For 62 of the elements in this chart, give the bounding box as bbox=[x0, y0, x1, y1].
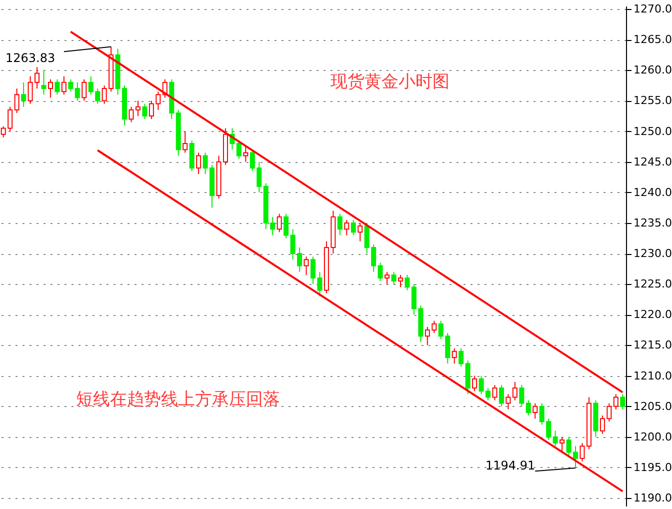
y-tick-label: 1240.0 bbox=[634, 186, 672, 199]
candlestick bbox=[243, 146, 248, 162]
candlestick bbox=[492, 384, 498, 401]
candlestick bbox=[54, 78, 60, 96]
candlestick bbox=[284, 213, 289, 239]
candlestick bbox=[41, 70, 46, 96]
y-tick-label: 1225.0 bbox=[634, 278, 672, 291]
y-tick-label: 1220.0 bbox=[634, 308, 672, 322]
candlestick bbox=[196, 152, 202, 175]
candlestick bbox=[142, 103, 148, 120]
candlestick bbox=[580, 442, 585, 462]
candlestick bbox=[620, 394, 626, 410]
candlestick bbox=[552, 430, 558, 447]
candlestick bbox=[236, 140, 242, 160]
candlestick bbox=[14, 88, 20, 114]
candlestick bbox=[398, 274, 404, 288]
annotation: 1194.91 bbox=[486, 458, 536, 473]
candlestick bbox=[378, 262, 383, 282]
candlestick bbox=[512, 381, 518, 401]
annotation: 短线在趋势线上方承压回落 bbox=[76, 390, 280, 410]
y-tick-label: 1195.0 bbox=[634, 460, 672, 474]
candlestick bbox=[506, 394, 511, 410]
y-tick-label: 1200.0 bbox=[634, 430, 672, 444]
candlestick bbox=[358, 222, 363, 242]
y-tick-label: 1230.0 bbox=[634, 247, 672, 260]
y-tick-label: 1255.0 bbox=[634, 94, 672, 108]
candlestick bbox=[337, 213, 342, 236]
y-tick-label: 1260.0 bbox=[634, 64, 672, 77]
candlestick bbox=[498, 384, 504, 407]
y-tick-label: 1270.0 bbox=[634, 2, 672, 16]
candlestick bbox=[82, 78, 87, 102]
y-tick-label: 1215.0 bbox=[634, 338, 672, 352]
y-tick-label: 1235.0 bbox=[634, 216, 672, 230]
candlestick bbox=[519, 384, 524, 407]
candlestick bbox=[404, 274, 410, 291]
candlestick bbox=[74, 82, 80, 102]
candlestick bbox=[384, 271, 390, 285]
candlestick bbox=[613, 394, 618, 410]
annotation: 1263.83 bbox=[5, 50, 56, 65]
candlestick bbox=[452, 348, 457, 364]
candlestick bbox=[182, 130, 188, 154]
candlestick bbox=[21, 82, 26, 108]
y-tick-label: 1250.0 bbox=[634, 124, 672, 138]
candlestick bbox=[391, 271, 396, 285]
candlestick bbox=[276, 213, 282, 233]
text: 现货黄金小时图 bbox=[330, 72, 450, 92]
y-tick-label: 1245.0 bbox=[634, 155, 672, 168]
candlestick bbox=[68, 78, 74, 92]
candlestick bbox=[526, 400, 531, 416]
y-tick-label: 1190.0 bbox=[634, 492, 672, 505]
y-tick-label: 1265.0 bbox=[634, 33, 672, 46]
candlestick bbox=[304, 256, 309, 276]
candlestick bbox=[344, 219, 350, 236]
y-tick-label: 1205.0 bbox=[634, 400, 672, 413]
candlestick bbox=[532, 402, 538, 420]
candlestick bbox=[458, 348, 464, 368]
candlestick bbox=[350, 219, 356, 236]
y-tick-label: 1210.0 bbox=[634, 369, 672, 382]
candlestick bbox=[560, 436, 565, 453]
candlestick bbox=[61, 76, 66, 96]
candlestick bbox=[48, 78, 53, 98]
candlestick bbox=[472, 375, 478, 392]
